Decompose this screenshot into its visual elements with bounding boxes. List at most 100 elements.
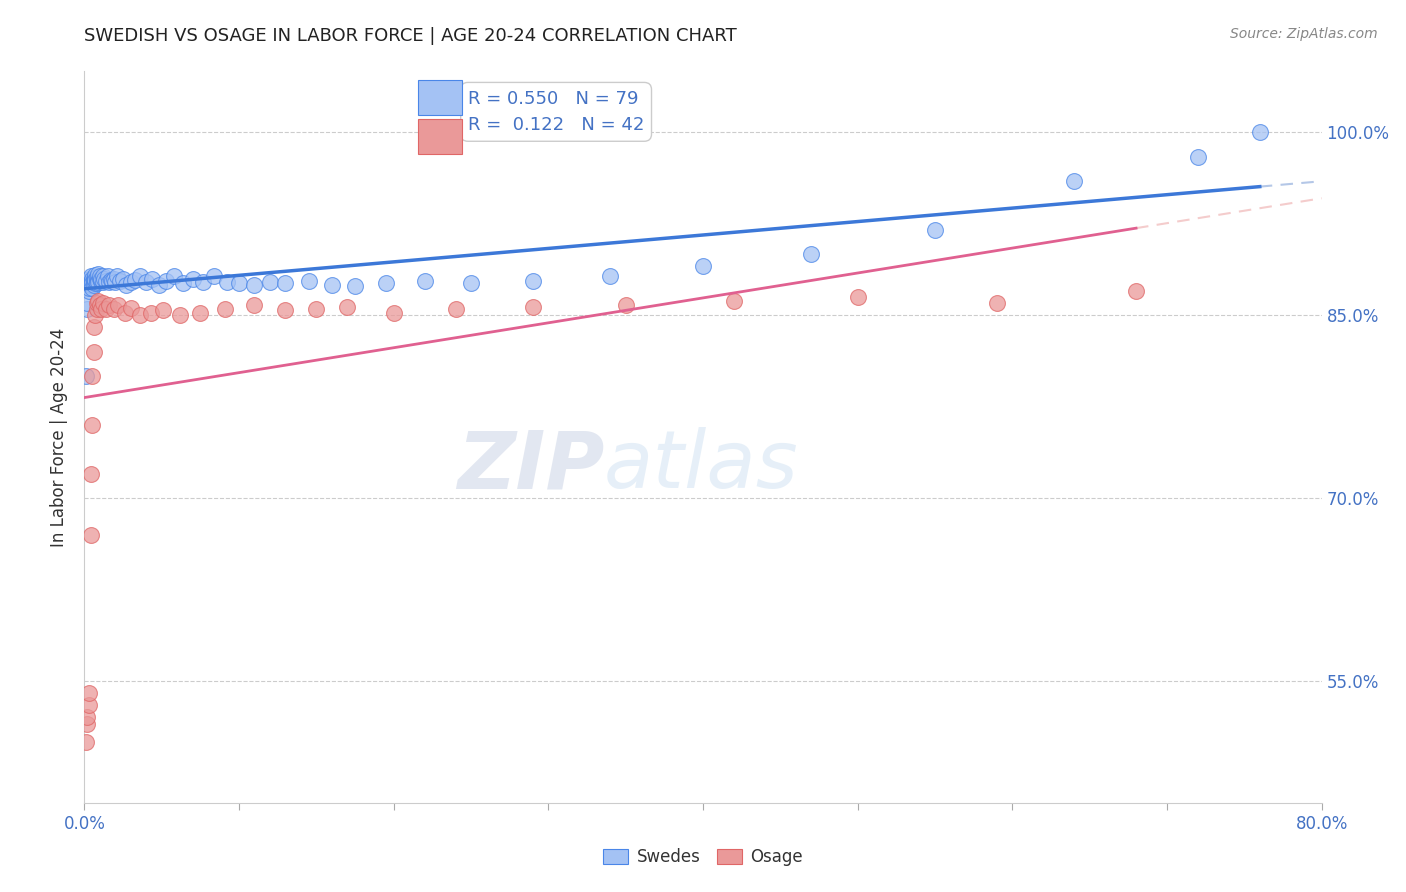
Point	[79, 275, 101, 289]
Point	[321, 277, 343, 292]
Point	[76, 302, 98, 317]
Point	[107, 298, 129, 312]
Point	[83, 344, 105, 359]
Point	[94, 302, 117, 317]
Text: ZIP: ZIP	[457, 427, 605, 506]
Text: atlas: atlas	[605, 427, 799, 506]
Point	[692, 260, 714, 274]
Point	[120, 301, 142, 315]
Point	[76, 710, 98, 724]
Point	[460, 277, 482, 291]
Point	[82, 274, 104, 288]
Point	[139, 306, 162, 320]
Point	[82, 369, 104, 384]
Point	[98, 275, 121, 289]
Point	[97, 269, 120, 284]
Point	[413, 274, 436, 288]
Point	[100, 273, 122, 287]
Legend: Swedes, Osage: Swedes, Osage	[595, 840, 811, 875]
Point	[1187, 150, 1209, 164]
Text: R = 0.550   N = 79
R =  0.122   N = 42: R = 0.550 N = 79 R = 0.122 N = 42	[468, 90, 644, 134]
Point	[444, 302, 467, 317]
Point	[77, 698, 100, 713]
Point	[522, 300, 544, 314]
FancyBboxPatch shape	[419, 119, 461, 154]
Point	[141, 271, 163, 285]
Point	[114, 306, 136, 320]
Point	[336, 300, 359, 314]
Point	[274, 303, 297, 318]
Point	[86, 270, 108, 285]
Point	[79, 269, 101, 284]
Point	[76, 716, 98, 731]
Point	[75, 369, 97, 384]
Point	[152, 303, 174, 318]
Point	[215, 275, 238, 289]
Point	[94, 274, 117, 288]
Point	[243, 298, 266, 312]
Point	[135, 275, 157, 289]
Point	[86, 302, 108, 317]
Point	[115, 277, 138, 292]
Point	[104, 275, 127, 289]
Point	[77, 284, 100, 298]
Point	[202, 269, 225, 284]
Point	[89, 271, 111, 285]
Point	[188, 306, 212, 320]
Text: SWEDISH VS OSAGE IN LABOR FORCE | AGE 20-24 CORRELATION CHART: SWEDISH VS OSAGE IN LABOR FORCE | AGE 20…	[84, 27, 737, 45]
Point	[90, 274, 112, 288]
Point	[77, 274, 100, 288]
Point	[382, 306, 405, 320]
Point	[305, 302, 328, 317]
Point	[82, 417, 104, 432]
Point	[82, 281, 104, 295]
Point	[79, 527, 101, 541]
Point	[75, 735, 97, 749]
Point	[120, 275, 142, 289]
Point	[87, 271, 110, 285]
Point	[243, 277, 266, 292]
Point	[83, 271, 105, 285]
Y-axis label: In Labor Force | Age 20-24: In Labor Force | Age 20-24	[51, 327, 69, 547]
Point	[259, 275, 281, 289]
Point	[112, 271, 135, 285]
Point	[76, 296, 98, 310]
Point	[79, 274, 101, 288]
Point	[155, 274, 177, 288]
Point	[90, 271, 112, 285]
Point	[986, 296, 1008, 310]
Point	[91, 275, 114, 289]
Point	[169, 308, 191, 322]
Point	[77, 281, 100, 295]
Point	[181, 271, 204, 285]
Point	[89, 298, 111, 312]
Point	[93, 271, 115, 285]
Point	[84, 273, 107, 287]
Point	[79, 467, 101, 481]
Point	[87, 275, 110, 289]
Point	[103, 302, 125, 317]
Point	[84, 273, 107, 287]
FancyBboxPatch shape	[419, 80, 461, 115]
Point	[214, 302, 236, 317]
Point	[1125, 284, 1147, 298]
Point	[84, 277, 107, 291]
Point	[83, 275, 105, 289]
Point	[228, 277, 250, 291]
Point	[599, 269, 621, 284]
Point	[522, 274, 544, 288]
Point	[77, 277, 100, 292]
Point	[86, 274, 108, 288]
Point	[98, 298, 121, 312]
Point	[91, 296, 114, 310]
Point	[77, 271, 100, 285]
Point	[172, 277, 194, 291]
Point	[924, 223, 946, 237]
Point	[148, 277, 170, 292]
Point	[124, 273, 146, 287]
Point	[723, 293, 745, 308]
Point	[129, 308, 152, 322]
Point	[1249, 125, 1271, 139]
Point	[163, 269, 186, 284]
Point	[108, 274, 131, 288]
